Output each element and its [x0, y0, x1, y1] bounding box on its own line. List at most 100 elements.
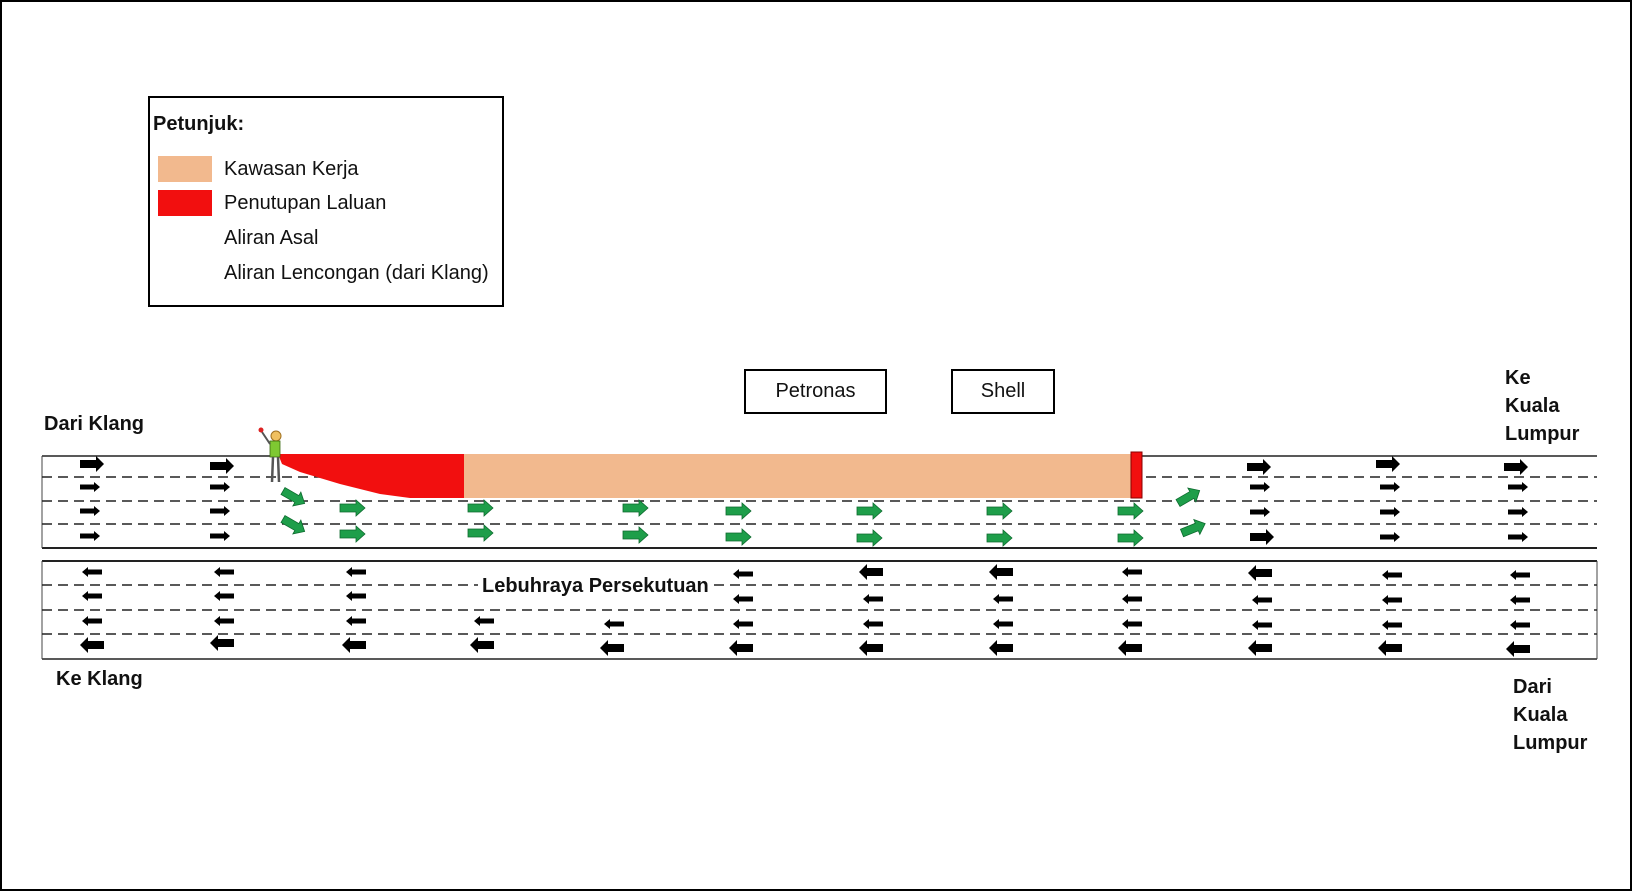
arrow-left: [859, 564, 883, 580]
to-kl-line: Ke: [1505, 367, 1531, 389]
from-kl-label: Dari Kuala Lumpur: [1513, 673, 1587, 757]
legend-swatch-original-flow: [158, 225, 212, 251]
lane-closure-taper: [278, 454, 464, 498]
arrow-left: [346, 591, 366, 601]
arrow-right: [1504, 459, 1528, 475]
legend-label: Penutupan Laluan: [224, 191, 387, 214]
detour-arrow: [1117, 529, 1144, 547]
legend-swatch-detour-flow: [158, 260, 212, 286]
detour-arrow: [278, 483, 310, 511]
arrow-left: [863, 619, 883, 629]
arrow-left: [82, 616, 102, 626]
arrow-right: [80, 531, 100, 541]
detour-arrow: [467, 499, 494, 517]
arrow-right: [210, 531, 230, 541]
arrow-left: [1122, 594, 1142, 604]
detour-arrow: [856, 502, 883, 520]
legend-item-closure: Penutupan Laluan: [158, 189, 386, 217]
arrow-left: [600, 640, 624, 656]
arrow-left: [474, 616, 494, 626]
arrow-left: [1248, 565, 1272, 581]
arrow-right: [1247, 459, 1271, 475]
from-kl-line: Lumpur: [1513, 732, 1588, 754]
arrow-left: [729, 640, 753, 656]
arrow-left: [1506, 641, 1530, 657]
arrow-left: [604, 619, 624, 629]
detour-arrow: [339, 525, 366, 543]
detour-arrow: [725, 502, 752, 520]
legend-item-work-zone: Kawasan Kerja: [158, 155, 359, 183]
arrow-left: [214, 616, 234, 626]
detour-arrow: [278, 511, 310, 539]
arrow-left: [989, 564, 1013, 580]
arrow-right: [1250, 529, 1274, 545]
legend-label: Aliran Lencongan (dari Klang): [224, 261, 489, 284]
arrow-left: [993, 619, 1013, 629]
legend-label: Aliran Asal: [224, 226, 319, 249]
road-name-label: Lebuhraya Persekutuan: [478, 572, 713, 600]
arrow-left: [346, 616, 366, 626]
arrow-right: [80, 482, 100, 492]
arrow-left: [346, 567, 366, 577]
arrow-right: [1250, 482, 1270, 492]
arrow-left: [470, 637, 494, 653]
arrow-right: [1508, 532, 1528, 542]
arrow-right: [1508, 482, 1528, 492]
arrow-right: [1250, 507, 1270, 517]
from-klang-label: Dari Klang: [44, 413, 145, 435]
arrow-left: [1510, 570, 1530, 580]
detour-arrow: [1117, 502, 1144, 520]
detour-arrow: [622, 526, 649, 544]
arrow-right: [1380, 507, 1400, 517]
legend-item-detour-flow: Aliran Lencongan (dari Klang): [158, 259, 489, 287]
to-klang-label: Ke Klang: [56, 668, 143, 690]
arrow-left: [859, 640, 883, 656]
to-kl-line: Lumpur: [1505, 423, 1580, 445]
shell-sign: Shell: [951, 369, 1055, 414]
arrow-left: [1382, 620, 1402, 630]
arrow-left: [993, 594, 1013, 604]
arrow-left: [214, 567, 234, 577]
arrow-right: [1376, 456, 1400, 472]
arrow-left: [733, 569, 753, 579]
from-kl-line: Kuala: [1513, 704, 1568, 726]
arrow-left: [82, 567, 102, 577]
legend-item-original-flow: Aliran Asal: [158, 224, 319, 252]
flagman-icon: [258, 427, 282, 483]
detour-arrow: [1173, 483, 1205, 511]
arrow-left: [1118, 640, 1142, 656]
arrow-left: [1252, 595, 1272, 605]
arrow-left: [1510, 595, 1530, 605]
arrow-left: [80, 637, 104, 653]
arrow-left: [1252, 620, 1272, 630]
legend-swatch-work-zone: [158, 156, 212, 182]
arrow-right: [80, 506, 100, 516]
arrow-left: [1510, 620, 1530, 630]
lane-closure-end: [1130, 451, 1143, 499]
arrow-left: [1122, 619, 1142, 629]
detour-arrow: [986, 502, 1013, 520]
legend-label: Kawasan Kerja: [224, 157, 359, 180]
arrow-left: [1382, 595, 1402, 605]
legend-title: Petunjuk:: [153, 113, 245, 135]
arrow-left: [342, 637, 366, 653]
detour-arrow: [339, 499, 366, 517]
lower-carriageway: [41, 560, 1598, 660]
to-kl-line: Kuala: [1505, 395, 1560, 417]
arrow-left: [733, 619, 753, 629]
to-kl-label: Ke Kuala Lumpur: [1505, 364, 1579, 448]
arrow-left: [1248, 640, 1272, 656]
arrow-left: [210, 635, 234, 651]
petronas-sign: Petronas: [744, 369, 887, 414]
arrow-right: [1380, 482, 1400, 492]
detour-arrow: [856, 529, 883, 547]
from-kl-line: Dari: [1513, 676, 1552, 698]
petronas-sign-label: Petronas: [775, 380, 856, 402]
arrow-left: [1378, 640, 1402, 656]
work-zone-area: [464, 454, 1134, 498]
arrow-left: [733, 594, 753, 604]
arrow-left: [1382, 570, 1402, 580]
legend-swatch-closure: [158, 190, 212, 216]
